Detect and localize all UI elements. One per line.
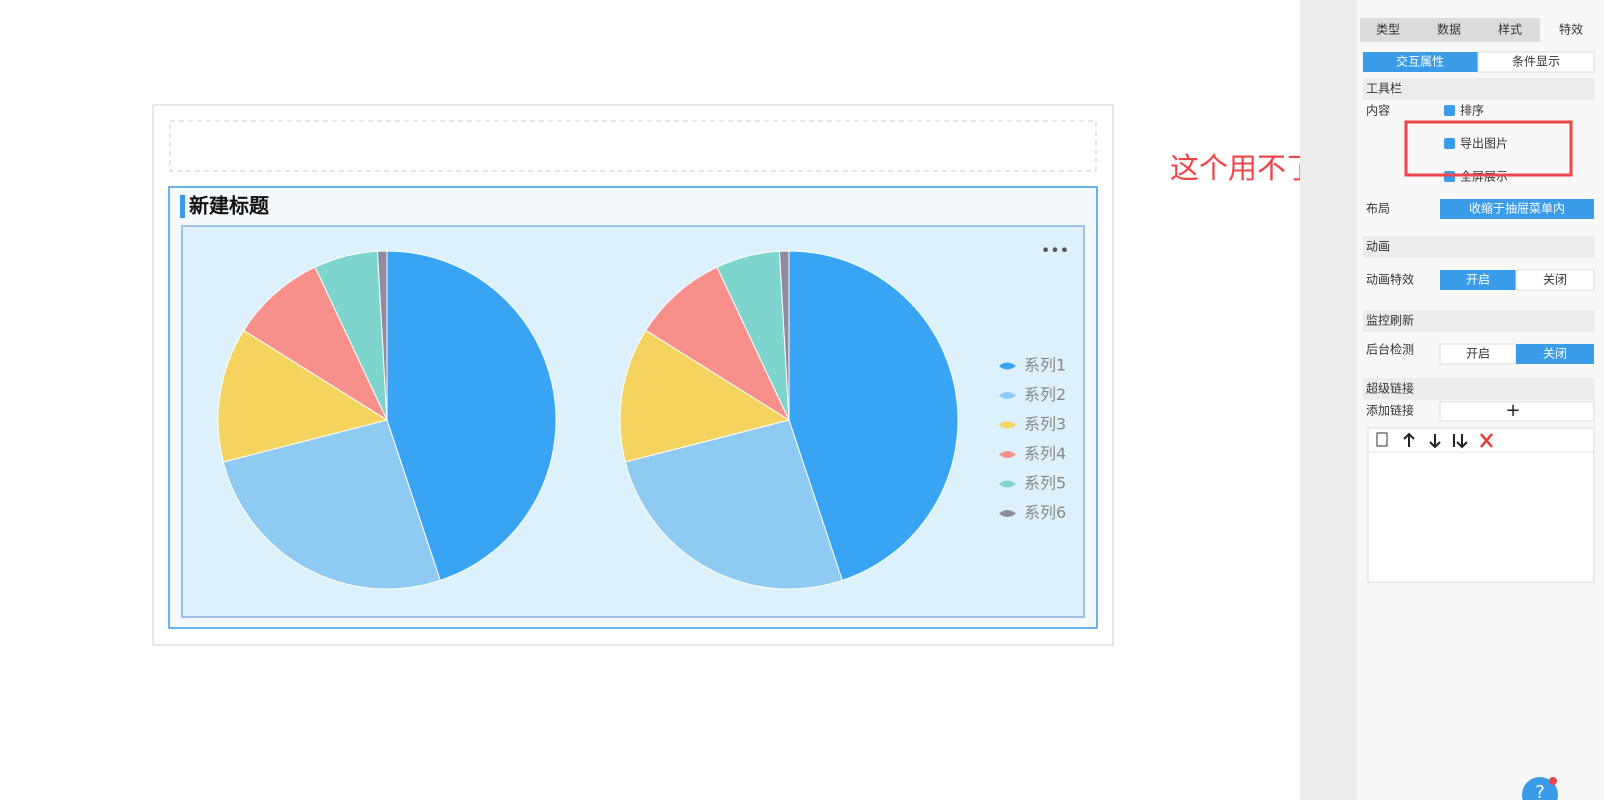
legend-label: 系列4 [1024, 444, 1066, 463]
toggle-off[interactable] [1516, 344, 1594, 364]
bottom-icon[interactable] [1453, 434, 1468, 449]
legend-marker [999, 480, 1016, 488]
more-menu[interactable]: ••• [1041, 241, 1069, 260]
legend-label: 系列5 [1024, 474, 1066, 493]
pie-slice [788, 250, 959, 582]
legend-label: 系列6 [1024, 503, 1066, 522]
tab[interactable]: 数据 [1437, 22, 1461, 37]
legend-label: 系列1 [1024, 356, 1066, 375]
checkbox-label: 导出图片 [1460, 137, 1508, 151]
dropdown[interactable] [1440, 199, 1594, 219]
subtab[interactable]: 交互属性 [1396, 54, 1444, 69]
field-label: 布局 [1366, 202, 1390, 216]
legend-marker [999, 510, 1016, 517]
field-label: 添加链接 [1366, 403, 1414, 418]
pie-slice [222, 419, 441, 590]
subtab-active [1363, 52, 1478, 72]
help-button[interactable] [1522, 777, 1558, 800]
legend-label: 系列2 [1024, 385, 1066, 404]
title-accent [180, 195, 185, 218]
section-bar [1363, 378, 1594, 400]
side-strip [1300, 0, 1357, 800]
section-title[interactable]: 工具栏 [1366, 81, 1402, 96]
section-title[interactable]: 超级链接 [1366, 381, 1414, 396]
tab[interactable]: 特效 [1559, 22, 1583, 37]
checkbox[interactable] [1444, 138, 1455, 149]
copy-icon[interactable] [1376, 432, 1388, 447]
pie-slice [376, 250, 388, 421]
link-list [1367, 427, 1595, 583]
legend-label: 系列3 [1024, 415, 1066, 434]
section-title[interactable]: 动画 [1366, 240, 1390, 254]
pie-slice [243, 266, 389, 422]
tab-active-bg [1540, 18, 1604, 42]
add-icon: + [1505, 400, 1520, 421]
pie-slice [217, 329, 389, 463]
checkbox[interactable] [1444, 105, 1455, 116]
notice-dot [1549, 777, 1557, 785]
placeholder [169, 120, 1097, 172]
section-bar [1363, 310, 1594, 332]
checkbox-label: 排序 [1460, 103, 1484, 118]
pie-slice [624, 419, 843, 590]
pie-slice [619, 329, 791, 463]
toggle-label: 关闭 [1543, 273, 1567, 287]
annotation: 这个用不了 [1170, 151, 1315, 185]
dropdown-value: 收缩于抽屉菜单内 [1469, 201, 1565, 216]
field-label: 内容 [1366, 103, 1390, 118]
toggle-off[interactable] [1515, 269, 1595, 291]
subtab-bg [1477, 51, 1595, 73]
pie-slice [778, 250, 790, 421]
toggle-label: 开启 [1466, 273, 1490, 287]
highlight-box [1404, 120, 1573, 177]
legend-marker [999, 362, 1016, 370]
subtab[interactable]: 条件显示 [1512, 55, 1560, 69]
delete-icon[interactable] [1480, 433, 1493, 448]
toggle-on[interactable] [1440, 270, 1516, 290]
legend-marker [999, 451, 1016, 458]
toggle-label: 关闭 [1543, 347, 1567, 361]
add-link-button[interactable] [1439, 401, 1595, 422]
toggle-label: 开启 [1466, 347, 1490, 361]
pie-slice [645, 266, 791, 422]
legend-marker [999, 421, 1016, 429]
tab[interactable]: 类型 [1376, 23, 1400, 37]
up-icon[interactable] [1403, 432, 1415, 447]
help-icon: ? [1535, 782, 1545, 800]
pie-slice [386, 250, 557, 582]
tab[interactable]: 样式 [1498, 22, 1522, 37]
field-label: 动画特效 [1366, 272, 1414, 287]
section-bar [1363, 78, 1594, 100]
section-bar [1363, 236, 1594, 258]
chart-title: 新建标题 [189, 194, 270, 218]
down-icon[interactable] [1429, 434, 1441, 449]
field-label: 后台检测 [1366, 342, 1414, 357]
legend-marker [999, 392, 1016, 399]
section-title[interactable]: 监控刷新 [1366, 313, 1414, 328]
